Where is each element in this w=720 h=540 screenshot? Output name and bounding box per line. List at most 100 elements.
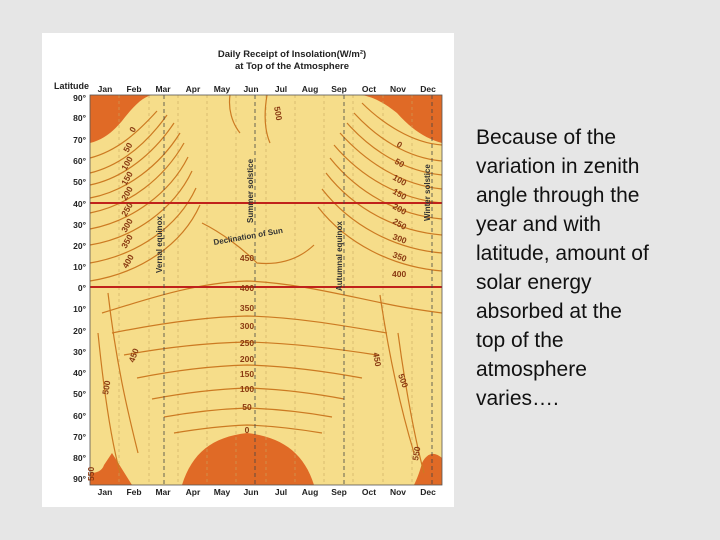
caption-line: variation in zenith — [476, 155, 640, 178]
contour-label-550-left: 550 — [86, 467, 96, 481]
contour-label: 200 — [240, 354, 254, 364]
contour-label: 300 — [391, 231, 408, 245]
month-bottom-label: Feb — [126, 487, 141, 497]
contour-label-500-left: 500 — [100, 379, 112, 395]
latitude-tick: 10° — [73, 304, 86, 314]
month-bottom-label: Dec — [420, 487, 436, 497]
month-bottom-label: Apr — [186, 487, 201, 497]
south-polar-night-right — [414, 453, 442, 485]
month-bottom-label: Oct — [362, 487, 376, 497]
contour-label-500-right: 500 — [396, 372, 410, 389]
caption-line: top of the — [476, 329, 564, 352]
month-bottom-label: Jul — [275, 487, 287, 497]
vernal-equinox-label: Vernal equinox — [155, 216, 164, 273]
contour-label: 0 — [395, 139, 404, 150]
contour-label: 450 — [240, 253, 254, 263]
latitude-tick: 80° — [73, 453, 86, 463]
insolation-chart: Latitude Jan Feb Mar Apr May Jun Jul Aug… — [54, 81, 443, 497]
contour-label: 150 — [240, 369, 254, 379]
caption-line: absorbed at the — [476, 300, 622, 323]
south-polar-night-center — [182, 433, 314, 485]
event-lines — [163, 95, 433, 485]
caption-line: year and with — [476, 213, 601, 236]
caption-line: angle through the — [476, 184, 640, 207]
month-bottom-label: Nov — [390, 487, 406, 497]
month-top-label: Jul — [275, 84, 287, 94]
north-polar-night — [90, 95, 442, 143]
caption-line: atmosphere — [476, 358, 587, 381]
month-top-label: Sep — [331, 84, 347, 94]
contour-label: 100 — [240, 384, 254, 394]
latitude-tick: 60° — [73, 156, 86, 166]
month-top-label: Dec — [420, 84, 436, 94]
latitude-tick: 80° — [73, 113, 86, 123]
contour-labels-extra: 500 450 500 550 450 500 550 — [86, 106, 422, 481]
month-top-label: May — [214, 84, 231, 94]
contour-label: 50 — [121, 141, 135, 154]
contour-label-450-left: 450 — [126, 347, 140, 364]
autumnal-equinox-label: Autumnal equinox — [335, 221, 344, 291]
month-bottom-label: Jun — [243, 487, 258, 497]
insolation-figure: Daily Receipt of Insolation(W/m²) at Top… — [42, 33, 454, 507]
month-bottom-label: Aug — [302, 487, 319, 497]
contour-label: 250 — [240, 338, 254, 348]
latitude-tick: 70° — [73, 135, 86, 145]
months-top: Jan Feb Mar Apr May Jun Jul Aug Sep Oct … — [98, 84, 436, 94]
contour-label-450-right: 450 — [371, 352, 383, 368]
latitude-tick: 40° — [73, 199, 86, 209]
south-polar-night-left — [90, 453, 132, 485]
insolation-contours — [89, 94, 443, 474]
latitude-tick: 10° — [73, 262, 86, 272]
caption-line: latitude, amount of — [476, 242, 649, 265]
figure-title-line1: Daily Receipt of Insolation(W/m²) — [217, 49, 367, 60]
contour-label: 350 — [240, 303, 254, 313]
latitude-tick: 70° — [73, 432, 86, 442]
latitude-tick: 20° — [73, 326, 86, 336]
caption-line: Because of the — [476, 126, 617, 149]
contour-label: 50 — [242, 402, 252, 412]
latitude-tick: 50° — [73, 177, 86, 187]
month-bottom-label: Sep — [331, 487, 347, 497]
latitude-ticks: 90° 80° 70° 60° 50° 40° 30° 20° 10° 0° 1… — [73, 93, 86, 484]
latitude-tick: 0° — [78, 283, 87, 293]
contour-label: 400 — [240, 283, 254, 293]
month-top-label: Jan — [98, 84, 113, 94]
month-bottom-label: Mar — [155, 487, 171, 497]
latitude-tick: 40° — [73, 368, 86, 378]
latitude-tick: 90° — [73, 93, 86, 103]
month-bottom-label: May — [214, 487, 231, 497]
month-top-label: Aug — [302, 84, 319, 94]
month-top-label: Apr — [186, 84, 201, 94]
month-top-label: Feb — [126, 84, 141, 94]
contour-label: 400 — [392, 269, 406, 279]
winter-solstice-label: Winter solstice — [423, 164, 432, 221]
caption-line: varies…. — [476, 387, 559, 410]
caption-line: solar energy — [476, 271, 592, 294]
figure-title-line2: at Top of the Atmosphere — [235, 61, 349, 72]
contour-labels-center: 450 400 350 300 250 200 150 100 50 0 — [240, 253, 254, 435]
plot-frame — [89, 94, 443, 486]
contour-label: 0 — [127, 125, 138, 134]
months-bottom: Jan Feb Mar Apr May Jun Jul Aug Sep Oct … — [98, 487, 436, 497]
month-gridlines — [118, 95, 413, 485]
month-top-label: Oct — [362, 84, 376, 94]
contour-label: 350 — [391, 249, 408, 263]
latitude-tick: 90° — [73, 474, 86, 484]
latitude-tick: 30° — [73, 220, 86, 230]
summer-solstice-label: Summer solstice — [246, 158, 255, 223]
contour-label: 50 — [393, 156, 406, 170]
contour-label-550-right: 550 — [410, 445, 422, 461]
month-top-label: Mar — [155, 84, 171, 94]
latitude-tick: 30° — [73, 347, 86, 357]
caption-text: Because of the variation in zenith angle… — [476, 123, 708, 413]
contour-label: 0 — [245, 425, 250, 435]
reference-latitude-lines — [90, 202, 442, 288]
latitude-tick: 20° — [73, 241, 86, 251]
latitude-tick: 50° — [73, 389, 86, 399]
month-top-label: Jun — [243, 84, 258, 94]
month-top-label: Nov — [390, 84, 406, 94]
month-bottom-label: Jan — [98, 487, 113, 497]
latitude-axis-label: Latitude — [54, 81, 89, 91]
latitude-tick: 60° — [73, 411, 86, 421]
